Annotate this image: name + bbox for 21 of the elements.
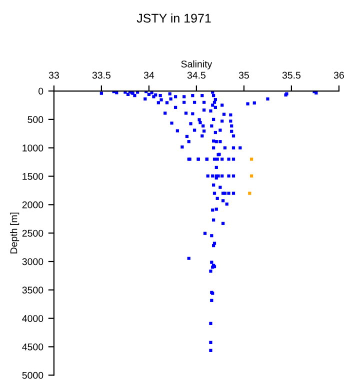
y-axis-title: Depth [m] [10,212,20,254]
chart-title: JSTY in 1971 [136,13,211,23]
y-tick-label: 3000 [22,258,44,266]
y-tick-label: 2000 [22,201,44,208]
y-tick-label: 4500 [22,343,44,350]
y-tick-label: 500 [28,116,44,124]
y-tick-label: 4000 [22,315,44,322]
x-tick-label: 34 [144,72,154,79]
x-tick-label: 35 [238,72,249,79]
y-tick-label: 5000 [22,372,44,379]
y-tick-label: 1500 [22,172,44,180]
y-tick-label: 1000 [22,144,44,152]
x-tick-label: 33 [48,72,59,79]
y-tick-label: 0 [38,88,44,95]
x-tick-label: 34.5 [187,72,206,79]
x-tick-label: 35.5 [282,72,301,79]
x-tick-label: 36 [334,72,344,79]
x-axis-title: Salinity [181,60,212,70]
y-tick-label: 3500 [22,286,44,294]
x-tick-label: 33.5 [92,72,110,79]
y-tick-label: 2500 [22,230,44,237]
